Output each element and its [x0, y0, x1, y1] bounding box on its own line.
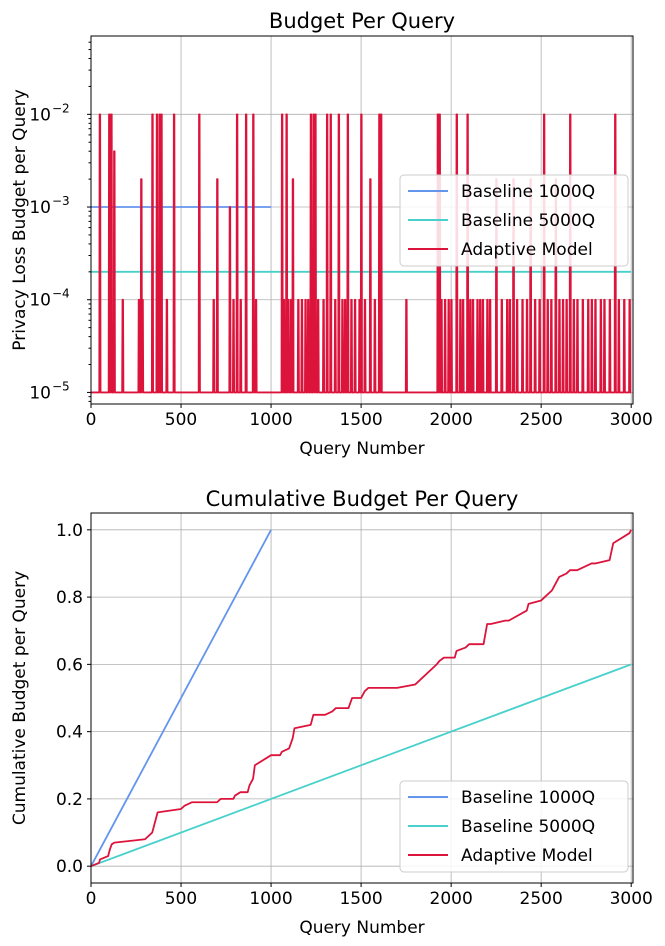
y-tick-label: 10 [29, 291, 51, 311]
series-baseline-5000q [91, 663, 632, 868]
y-tick-label: 0.6 [56, 655, 83, 675]
x-axis-label: Query Number [299, 439, 424, 459]
x-tick-label: 1500 [339, 410, 382, 430]
series-adaptive-model [91, 529, 632, 868]
x-tick-label: 0 [86, 410, 97, 430]
y-tick-label: 1.0 [56, 521, 83, 541]
x-tick-label: 2000 [430, 889, 473, 909]
y-axis-label: Privacy Loss Budget per Query [10, 89, 30, 351]
y-tick-exponent: −3 [52, 194, 70, 208]
x-axis-label: Query Number [299, 918, 424, 938]
y-tick-label: 10 [29, 198, 51, 218]
legend-frame [399, 780, 629, 873]
legend: Baseline 1000Q Baseline 5000Q Adaptive Mod… [399, 780, 629, 873]
y-tick-exponent: −5 [52, 379, 70, 393]
legend-frame [399, 174, 629, 267]
x-tick-label: 1000 [249, 889, 292, 909]
y-tick-label: 10 [29, 383, 51, 403]
axes-frame [90, 512, 634, 884]
chart-1: 0 500 1000 1500 2000 2500 300010−510−410−310−2… [10, 9, 653, 459]
legend-label: Adaptive Model [461, 240, 593, 260]
x-tick-label: 2000 [430, 410, 473, 430]
chart-2: 0 500 1000 1500 2000 2500 3000 0.0 0.2 0.4 0.6 0.8 1… [10, 487, 653, 938]
legend-label: Baseline 1000Q [461, 182, 595, 202]
y-axis-label: Cumulative Budget per Query [10, 571, 30, 825]
legend: Baseline 1000Q Baseline 5000Q Adaptive Mod… [399, 174, 629, 267]
chart-title: Budget Per Query [269, 9, 455, 33]
series-baseline-1000q [91, 529, 272, 867]
y-tick-exponent: −4 [52, 287, 70, 301]
x-tick-label: 500 [165, 889, 197, 909]
legend-label: Adaptive Model [461, 846, 593, 866]
axes-frame [90, 35, 634, 405]
y-tick-label: 0.4 [56, 723, 83, 743]
legend-label: Baseline 5000Q [461, 817, 595, 837]
x-tick-label: 0 [86, 889, 97, 909]
x-tick-label: 2500 [520, 410, 563, 430]
x-tick-label: 2500 [520, 889, 563, 909]
x-tick-label: 500 [165, 410, 197, 430]
chart-title: Cumulative Budget Per Query [206, 487, 519, 511]
x-tick-label: 1500 [339, 889, 382, 909]
y-tick-exponent: −2 [52, 101, 70, 115]
x-tick-label: 3000 [610, 410, 653, 430]
y-tick-label: 0.0 [56, 857, 83, 877]
y-tick-label: 0.2 [56, 790, 83, 810]
x-tick-label: 3000 [610, 889, 653, 909]
y-tick-label: 10 [29, 105, 51, 125]
x-tick-label: 1000 [249, 410, 292, 430]
legend-label: Baseline 5000Q [461, 211, 595, 231]
legend-label: Baseline 1000Q [461, 788, 595, 808]
y-tick-label: 0.8 [56, 588, 83, 608]
